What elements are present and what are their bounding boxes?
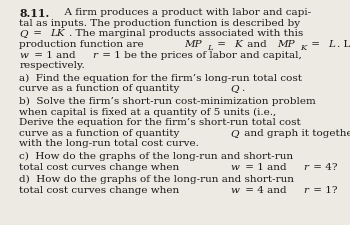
- Text: and graph it together: and graph it together: [241, 129, 350, 138]
- Text: = 1?: = 1?: [310, 186, 337, 195]
- Text: b)  Solve the firm’s short-run cost-minimization problem: b) Solve the firm’s short-run cost-minim…: [19, 97, 316, 106]
- Text: Q: Q: [230, 129, 239, 138]
- Text: K: K: [300, 44, 307, 52]
- Text: when capital is fixed at a quantity of 5 units (i.e.,: when capital is fixed at a quantity of 5…: [19, 108, 280, 117]
- Text: with the long-run total cost curve.: with the long-run total cost curve.: [19, 140, 199, 148]
- Text: Q: Q: [230, 84, 239, 93]
- Text: = 4?: = 4?: [310, 162, 337, 171]
- Text: K: K: [234, 40, 242, 49]
- Text: tal as inputs. The production function is described by: tal as inputs. The production function i…: [19, 19, 300, 28]
- Text: =: =: [308, 40, 323, 49]
- Text: w: w: [19, 51, 28, 60]
- Text: and: and: [244, 40, 270, 49]
- Text: . Let: . Let: [337, 40, 350, 49]
- Text: a)  Find the equation for the firm’s long-run total cost: a) Find the equation for the firm’s long…: [19, 74, 302, 83]
- Text: LK: LK: [50, 29, 64, 38]
- Text: d)  How do the graphs of the long-run and short-run: d) How do the graphs of the long-run and…: [19, 175, 294, 184]
- Text: curve as a function of quantity: curve as a function of quantity: [19, 84, 183, 93]
- Text: MP: MP: [278, 40, 295, 49]
- Text: 8.11.: 8.11.: [19, 8, 49, 19]
- Text: production function are: production function are: [19, 40, 147, 49]
- Text: . The marginal products associated with this: . The marginal products associated with …: [69, 29, 303, 38]
- Text: .: .: [241, 84, 245, 93]
- Text: total cost curves change when: total cost curves change when: [19, 186, 183, 195]
- Text: Derive the equation for the firm’s short-run total cost: Derive the equation for the firm’s short…: [19, 118, 301, 127]
- Text: = 1 and: = 1 and: [31, 51, 79, 60]
- Text: r: r: [92, 51, 98, 60]
- Text: curve as a function of quantity: curve as a function of quantity: [19, 129, 183, 138]
- Text: = 4 and: = 4 and: [241, 186, 289, 195]
- Text: w: w: [230, 186, 239, 195]
- Text: c)  How do the graphs of the long-run and short-run: c) How do the graphs of the long-run and…: [19, 152, 293, 161]
- Text: total cost curves change when: total cost curves change when: [19, 162, 183, 171]
- Text: =: =: [30, 29, 46, 38]
- Text: A firm produces a product with labor and capi-: A firm produces a product with labor and…: [58, 8, 312, 17]
- Text: respectively.: respectively.: [19, 61, 85, 70]
- Text: Q: Q: [19, 29, 28, 38]
- Text: L: L: [207, 44, 212, 52]
- Text: r: r: [303, 186, 308, 195]
- Text: w: w: [230, 162, 239, 171]
- Text: = 1 be the prices of labor and capital,: = 1 be the prices of labor and capital,: [99, 51, 302, 60]
- Text: L: L: [328, 40, 335, 49]
- Text: =: =: [214, 40, 230, 49]
- Text: MP: MP: [184, 40, 202, 49]
- Text: r: r: [303, 162, 308, 171]
- Text: = 1 and: = 1 and: [241, 162, 289, 171]
